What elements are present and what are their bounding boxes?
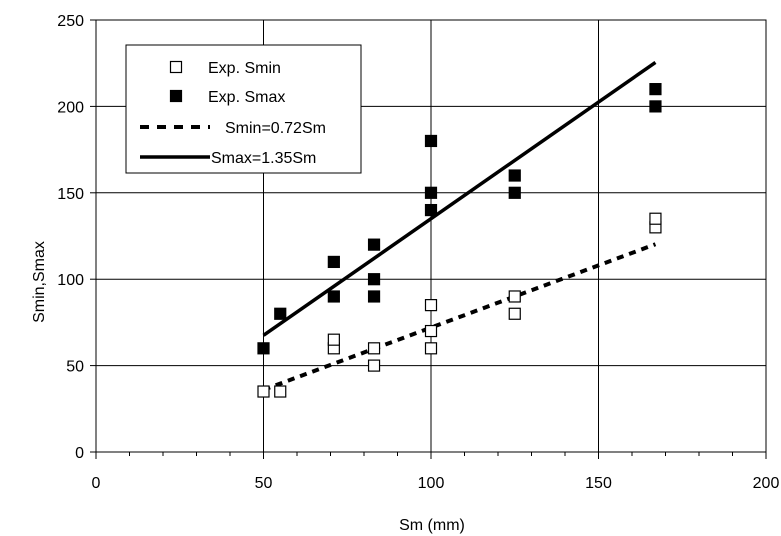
x-axis-title: Sm (mm) bbox=[399, 517, 465, 534]
legend-label: Smin=0.72Sm bbox=[225, 120, 326, 137]
smax-point bbox=[424, 134, 438, 148]
legend-label: Smax=1.35Sm bbox=[211, 150, 316, 167]
smax-point bbox=[649, 83, 662, 96]
series-lines bbox=[262, 60, 657, 392]
smax-point bbox=[367, 238, 381, 251]
x-tick-label: 150 bbox=[585, 475, 612, 492]
legend: Exp. Smin Exp. Smax Smin=0.72Sm Smax=1.35Sm bbox=[125, 44, 362, 174]
y-tick-label: 150 bbox=[57, 186, 84, 203]
smax-point bbox=[327, 255, 340, 269]
smin-point bbox=[327, 333, 340, 346]
smin-point bbox=[649, 212, 662, 225]
y-tick-label: 250 bbox=[57, 13, 84, 30]
legend-box bbox=[125, 44, 362, 174]
y-axis-title: Smin,Smax bbox=[31, 241, 48, 323]
smax-point bbox=[424, 203, 438, 217]
y-tick-label: 0 bbox=[75, 445, 84, 462]
series-points bbox=[257, 83, 662, 398]
smax-point bbox=[274, 307, 287, 320]
smin-point bbox=[367, 342, 381, 355]
smin-point bbox=[508, 290, 521, 303]
y-tick-label: 200 bbox=[57, 99, 84, 116]
smin-fit-line bbox=[262, 242, 657, 392]
tick-labels: 0 50 100 150 200 0 50 100 150 200 250 bbox=[57, 13, 779, 492]
y-tick-label: 100 bbox=[57, 272, 84, 289]
legend-label: Exp. Smax bbox=[208, 89, 285, 106]
y-tick-label: 50 bbox=[66, 359, 84, 376]
x-tick-label: 200 bbox=[753, 475, 780, 492]
smin-point bbox=[424, 299, 438, 312]
smax-point bbox=[367, 273, 381, 286]
smin-point bbox=[257, 385, 270, 398]
smax-point bbox=[327, 290, 340, 303]
smax-fit-line bbox=[262, 60, 657, 337]
smax-point bbox=[424, 186, 438, 199]
legend-smin-marker bbox=[169, 60, 183, 74]
smax-point bbox=[367, 290, 381, 303]
legend-smax-marker bbox=[169, 89, 183, 103]
x-tick-label: 0 bbox=[92, 475, 101, 492]
axes bbox=[90, 19, 767, 459]
legend-label: Exp. Smin bbox=[208, 60, 281, 77]
smin-point bbox=[367, 359, 381, 372]
smax-point bbox=[508, 169, 521, 182]
smin-point bbox=[424, 324, 438, 338]
x-tick-label: 50 bbox=[255, 475, 273, 492]
smax-point bbox=[257, 342, 270, 355]
smin-point bbox=[274, 385, 287, 398]
smax-point bbox=[508, 186, 521, 199]
smin-point bbox=[508, 307, 521, 320]
smin-point bbox=[424, 342, 438, 355]
x-tick-label: 100 bbox=[418, 475, 445, 492]
smax-point bbox=[649, 100, 662, 113]
